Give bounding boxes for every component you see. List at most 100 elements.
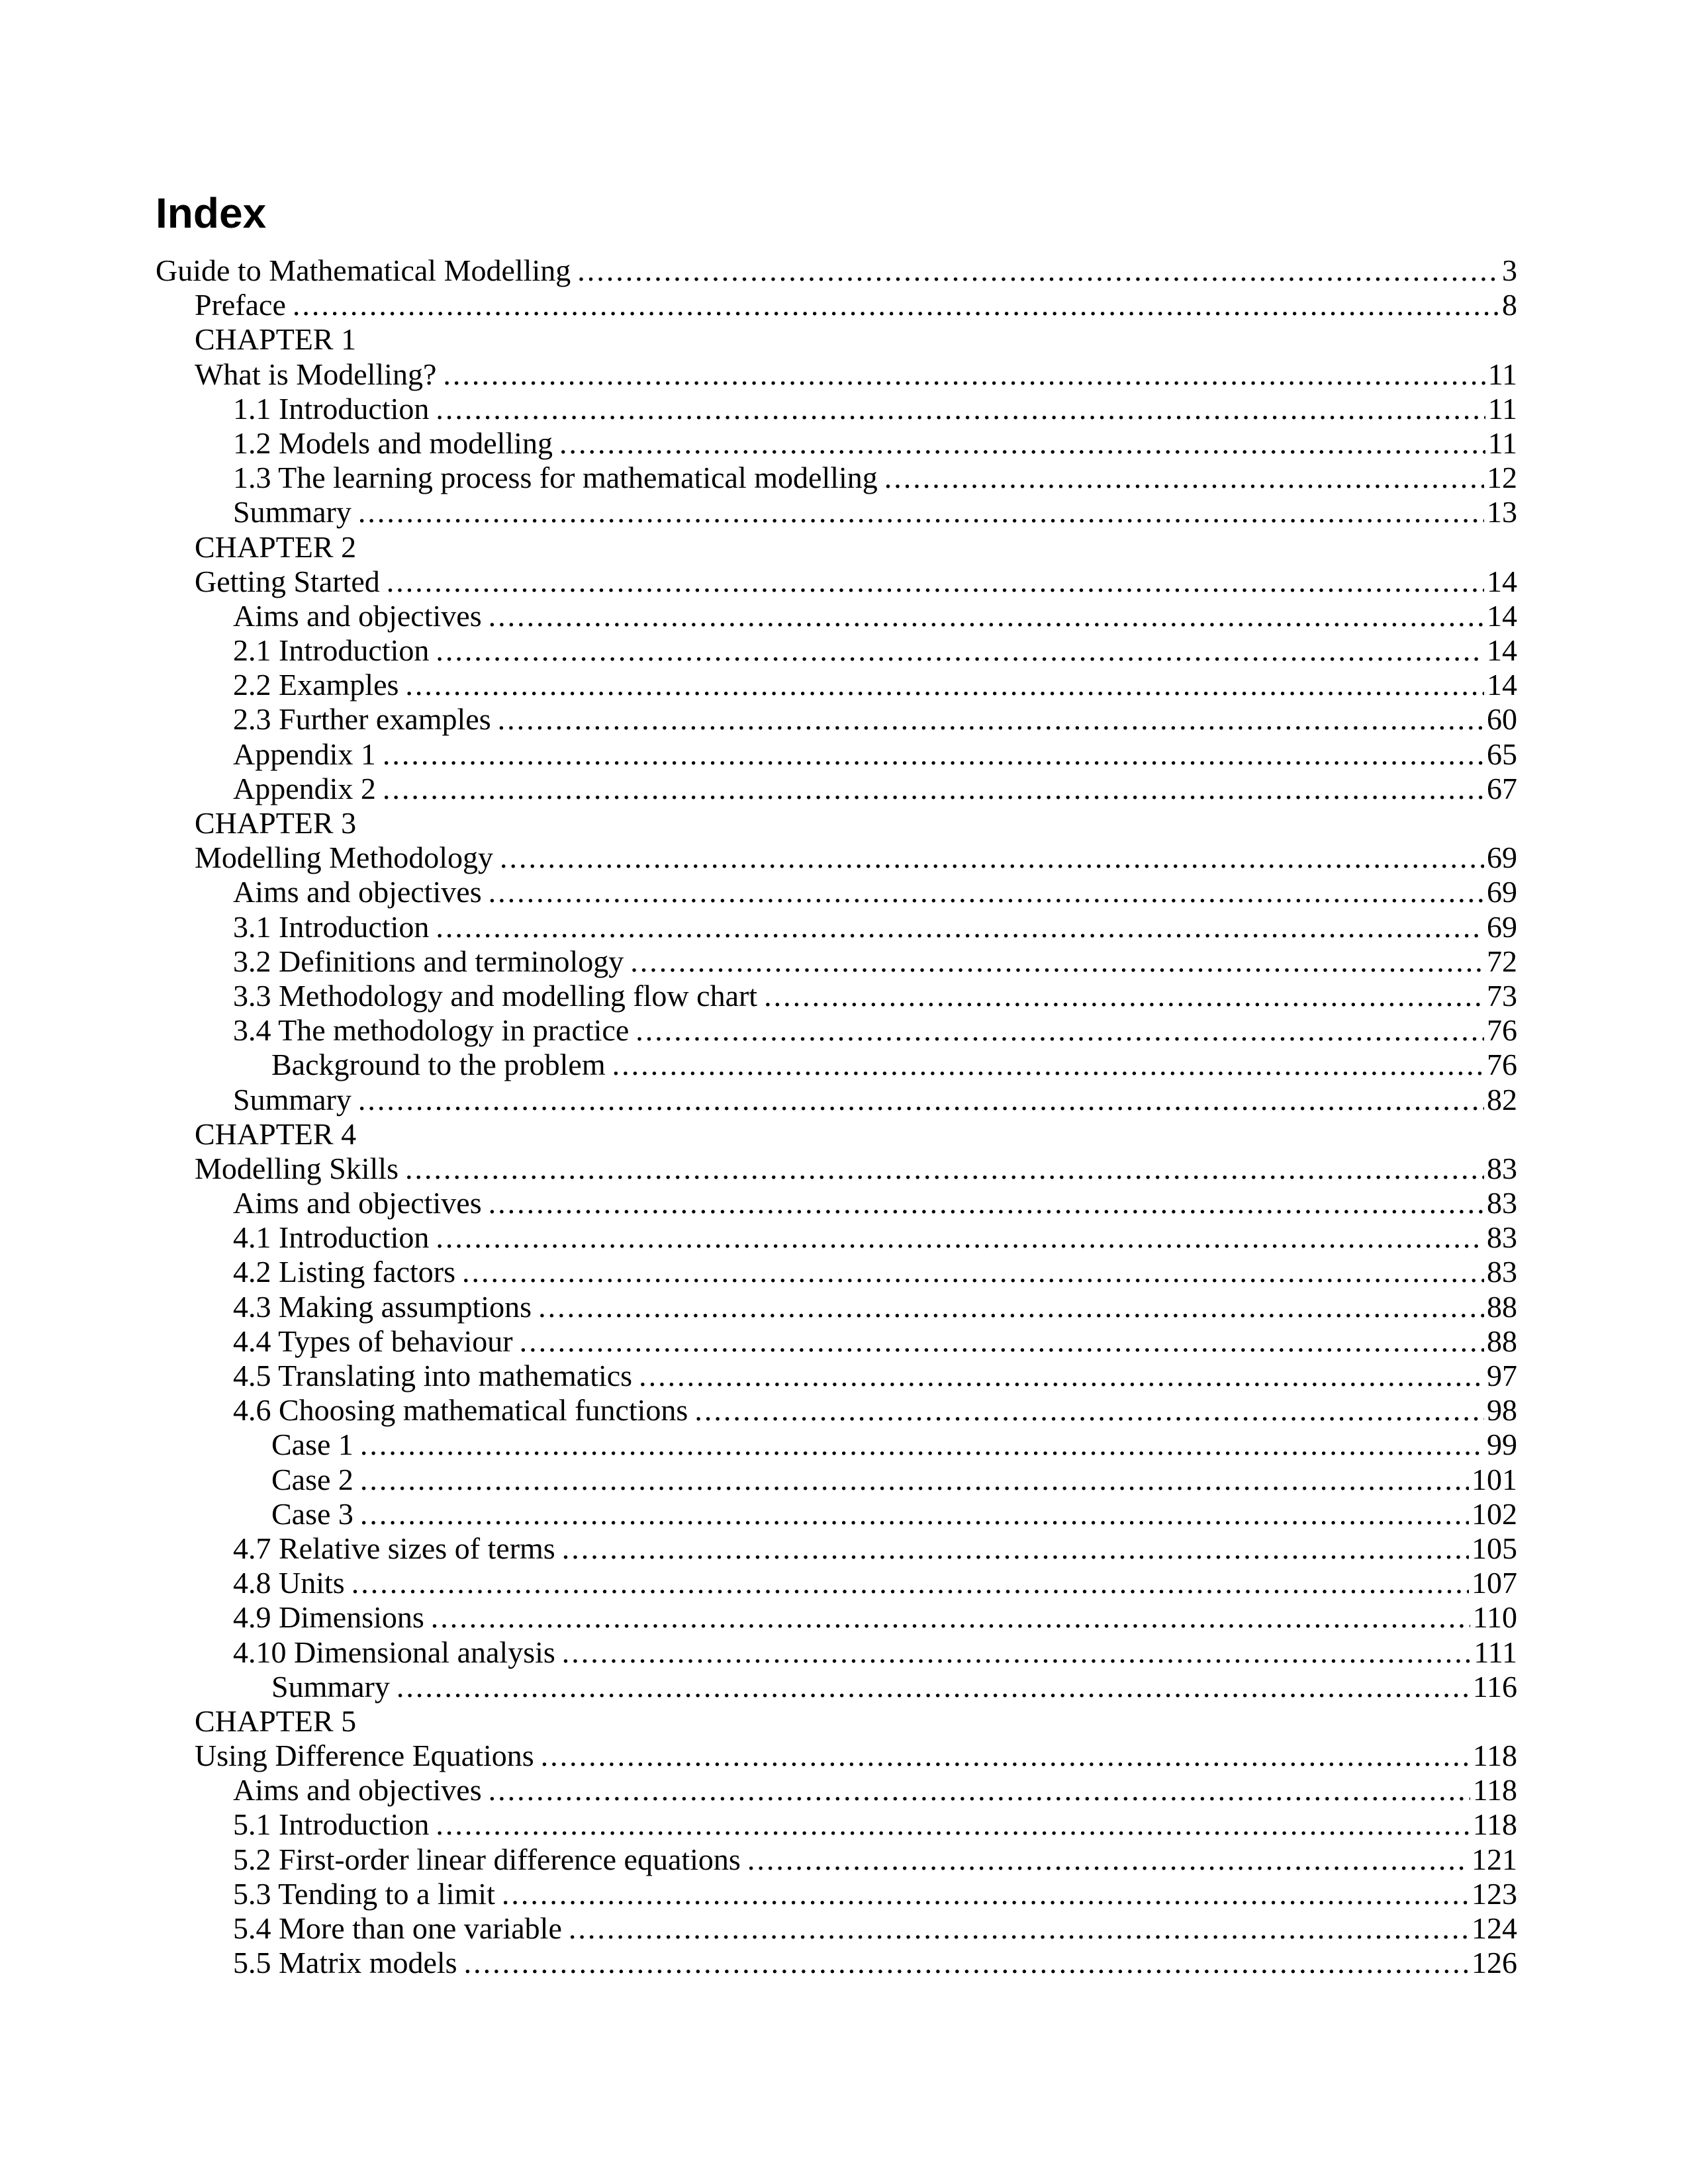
chapter-heading: CHAPTER 2 xyxy=(156,530,1517,565)
toc-entry-label: 1.3 The learning process for mathematica… xyxy=(233,461,878,495)
toc-entry-page-number: 69 xyxy=(1487,841,1517,875)
toc-entry[interactable]: 5.4 More than one variable 124 xyxy=(156,1911,1517,1946)
toc-entry[interactable]: 2.3 Further examples 60 xyxy=(156,702,1517,737)
toc-entry-label: Case 1 xyxy=(271,1428,353,1462)
toc-entry-page-number: 72 xyxy=(1487,944,1517,978)
toc-entry[interactable]: 2.2 Examples 14 xyxy=(156,668,1517,702)
toc-entry[interactable]: Using Difference Equations 118 xyxy=(156,1739,1517,1773)
dot-leader xyxy=(383,737,1484,772)
toc-entry[interactable]: 4.2 Listing factors 83 xyxy=(156,1255,1517,1289)
toc-entry[interactable]: 4.9 Dimensions 110 xyxy=(156,1600,1517,1635)
dot-leader xyxy=(436,910,1484,944)
dot-leader xyxy=(387,565,1484,599)
toc-entry[interactable]: Appendix 1 65 xyxy=(156,737,1517,772)
toc-entry-page-number: 14 xyxy=(1487,668,1517,702)
toc-entry-label: Guide to Mathematical Modelling xyxy=(156,253,571,287)
toc-entry-label: Background to the problem xyxy=(271,1048,606,1082)
dot-leader xyxy=(500,841,1484,875)
toc-entry-page-number: 83 xyxy=(1487,1151,1517,1185)
toc-entry[interactable]: 4.8 Units 107 xyxy=(156,1566,1517,1600)
toc-entry[interactable]: 3.4 The methodology in practice 76 xyxy=(156,1013,1517,1048)
toc-entry-label: Summary xyxy=(233,495,352,529)
toc-entry[interactable]: 4.1 Introduction 83 xyxy=(156,1220,1517,1255)
toc-entry-page-number: 88 xyxy=(1487,1324,1517,1358)
toc-entry[interactable]: 5.1 Introduction 118 xyxy=(156,1807,1517,1842)
toc-entry-page-number: 14 xyxy=(1487,564,1517,598)
page-title: Index xyxy=(156,189,267,237)
chapter-heading: CHAPTER 4 xyxy=(156,1117,1517,1152)
toc-entry[interactable]: Summary 13 xyxy=(156,495,1517,529)
toc-entry[interactable]: 1.2 Models and modelling 11 xyxy=(156,426,1517,461)
toc-entry[interactable]: 4.10 Dimensional analysis 111 xyxy=(156,1635,1517,1670)
toc-entry-label: 5.4 More than one variable xyxy=(233,1911,562,1945)
dot-leader xyxy=(694,1393,1484,1428)
toc-entry-page-number: 11 xyxy=(1487,426,1517,460)
toc-entry[interactable]: Aims and objectives 14 xyxy=(156,599,1517,633)
toc-entry[interactable]: Summary 82 xyxy=(156,1083,1517,1117)
toc-entry-page-number: 60 xyxy=(1487,702,1517,737)
toc-entry[interactable]: Case 2 101 xyxy=(156,1463,1517,1497)
toc-entry[interactable]: Aims and objectives 69 xyxy=(156,875,1517,909)
toc-entry[interactable]: 5.5 Matrix models 126 xyxy=(156,1946,1517,1980)
dot-leader xyxy=(443,357,1485,392)
toc-entry[interactable]: Case 3 102 xyxy=(156,1497,1517,1531)
toc-entry[interactable]: Background to the problem 76 xyxy=(156,1048,1517,1082)
toc-entry-page-number: 98 xyxy=(1487,1393,1517,1428)
toc-entry-label: Summary xyxy=(271,1669,390,1704)
toc-entry[interactable]: Modelling Methodology 69 xyxy=(156,841,1517,875)
toc-entry[interactable]: 3.1 Introduction 69 xyxy=(156,910,1517,944)
toc-entry-label: 5.5 Matrix models xyxy=(233,1946,457,1980)
toc-entry-page-number: 73 xyxy=(1487,978,1517,1013)
toc-entry-page-number: 118 xyxy=(1472,1773,1517,1807)
toc-entry[interactable]: 5.3 Tending to a limit 123 xyxy=(156,1877,1517,1911)
toc-entry-page-number: 67 xyxy=(1487,771,1517,805)
toc-entry-page-number: 76 xyxy=(1487,1013,1517,1048)
toc-entry-label: 4.9 Dimensions xyxy=(233,1600,424,1635)
toc-entry[interactable]: What is Modelling? 11 xyxy=(156,357,1517,392)
toc-entry-label: Modelling Methodology xyxy=(195,841,494,875)
toc-entry[interactable]: Getting Started 14 xyxy=(156,565,1517,599)
dot-leader xyxy=(639,1359,1484,1393)
toc-entry[interactable]: Aims and objectives 118 xyxy=(156,1773,1517,1807)
toc-entry[interactable]: Aims and objectives 83 xyxy=(156,1186,1517,1220)
dot-leader xyxy=(489,1186,1484,1220)
toc-entry-label: Aims and objectives xyxy=(233,875,482,909)
toc-entry[interactable]: 4.7 Relative sizes of terms 105 xyxy=(156,1531,1517,1566)
toc-entry-label: CHAPTER 2 xyxy=(195,529,357,564)
toc-entry-label: Appendix 1 xyxy=(233,737,376,771)
toc-entry-label: Summary xyxy=(233,1082,352,1116)
dot-leader xyxy=(397,1670,1470,1704)
toc-entry[interactable]: Guide to Mathematical Modelling 3 xyxy=(156,253,1517,288)
toc-entry[interactable]: 1.3 The learning process for mathematica… xyxy=(156,461,1517,495)
toc-entry[interactable]: Modelling Skills 83 xyxy=(156,1152,1517,1186)
toc-entry[interactable]: 4.6 Choosing mathematical functions 98 xyxy=(156,1393,1517,1428)
toc-entry[interactable]: 3.3 Methodology and modelling flow chart… xyxy=(156,979,1517,1013)
toc-entry[interactable]: Case 1 99 xyxy=(156,1428,1517,1462)
toc-entry-page-number: 11 xyxy=(1487,391,1517,426)
dot-leader xyxy=(436,392,1485,426)
toc-entry[interactable]: 2.1 Introduction 14 xyxy=(156,633,1517,668)
toc-entry[interactable]: 3.2 Definitions and terminology 72 xyxy=(156,944,1517,979)
toc-entry-page-number: 99 xyxy=(1487,1428,1517,1462)
dot-leader xyxy=(360,1428,1484,1462)
toc-entry[interactable]: Preface 8 xyxy=(156,288,1517,322)
toc-entry[interactable]: 5.2 First-order linear difference equati… xyxy=(156,1843,1517,1877)
toc-entry-label: Using Difference Equations xyxy=(195,1739,534,1773)
toc-entry-page-number: 118 xyxy=(1472,1739,1517,1773)
toc-entry-label: 5.2 First-order linear difference equati… xyxy=(233,1842,741,1876)
toc-entry-label: 4.7 Relative sizes of terms xyxy=(233,1531,555,1565)
toc-entry-page-number: 69 xyxy=(1487,909,1517,944)
toc-entry[interactable]: Summary 116 xyxy=(156,1670,1517,1704)
dot-leader xyxy=(360,1463,1469,1497)
dot-leader xyxy=(405,1152,1484,1186)
toc-entry-page-number: 12 xyxy=(1487,461,1517,495)
dot-leader xyxy=(635,1013,1484,1048)
toc-entry[interactable]: 4.5 Translating into mathematics 97 xyxy=(156,1359,1517,1393)
toc-entry[interactable]: 1.1 Introduction 11 xyxy=(156,392,1517,426)
toc-entry[interactable]: Appendix 2 67 xyxy=(156,772,1517,806)
dot-leader xyxy=(358,1083,1484,1117)
toc-entry[interactable]: 4.4 Types of behaviour 88 xyxy=(156,1324,1517,1359)
toc-entry[interactable]: 4.3 Making assumptions 88 xyxy=(156,1290,1517,1324)
dot-leader xyxy=(562,1635,1472,1670)
toc-entry-label: Case 2 xyxy=(271,1462,353,1496)
